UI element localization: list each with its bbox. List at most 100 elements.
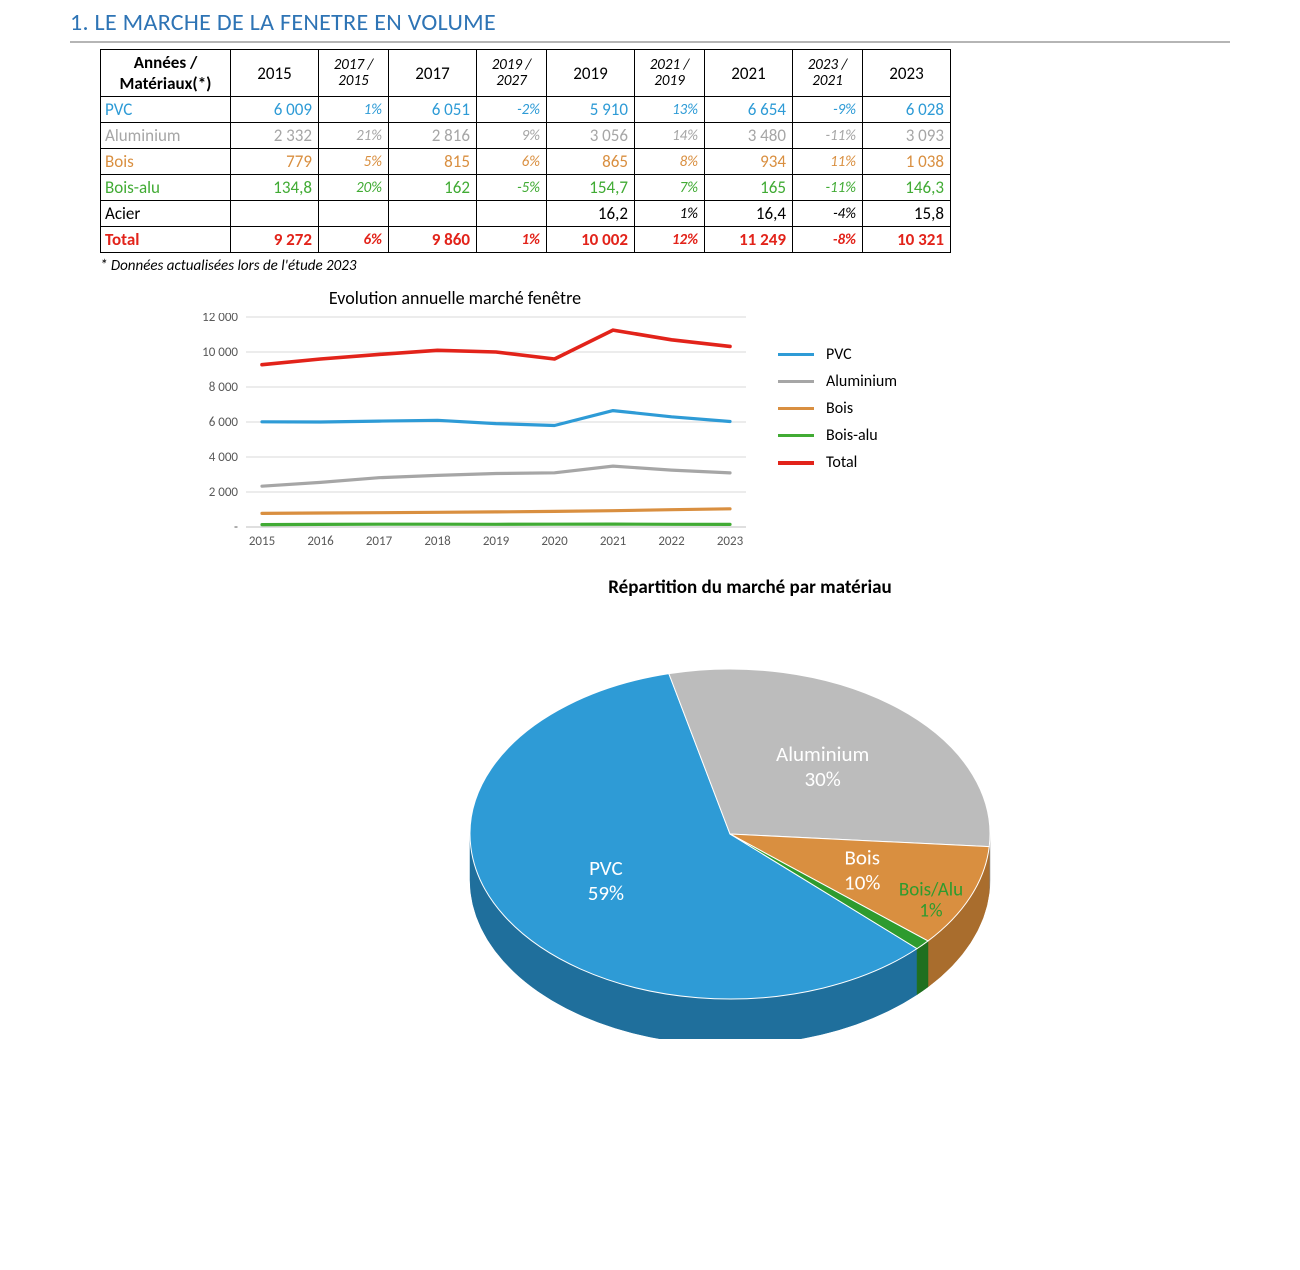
table-header-year: 2019 [547, 50, 635, 97]
table-row-label: PVC [101, 97, 231, 123]
pie-slice-label: Bois [844, 845, 880, 871]
svg-text:2019: 2019 [483, 534, 510, 549]
svg-text:10 000: 10 000 [202, 345, 238, 360]
table-header-pct: 2017 /2015 [319, 50, 389, 97]
table-cell: 2 816 [389, 123, 477, 149]
table-cell [231, 201, 319, 227]
legend-label: PVC [826, 345, 852, 364]
pie-slice-pct: 30% [805, 766, 841, 792]
svg-text:2022: 2022 [658, 534, 685, 549]
table-header-year: 2023 [863, 50, 951, 97]
table-cell: 10 321 [863, 227, 951, 253]
table-cell: 865 [547, 149, 635, 175]
table-cell-pct: 11% [793, 149, 863, 175]
pie-chart-block: Répartition du marché par matériau PVC59… [430, 576, 1070, 1044]
line-chart: - 2 000 4 000 6 000 8 000 10 000 12 000 2015 201… [190, 313, 750, 551]
table-row-label: Acier [101, 201, 231, 227]
pie-chart: PVC59%Aluminium30%Bois10%Bois/Alu1% [430, 599, 1030, 1039]
table-cell: 3 093 [863, 123, 951, 149]
legend-item: PVC [778, 345, 897, 364]
svg-text:2018: 2018 [424, 534, 451, 549]
legend-swatch [778, 380, 814, 383]
table-cell: 2 332 [231, 123, 319, 149]
table-cell-pct: 5% [319, 149, 389, 175]
table-cell: 6 028 [863, 97, 951, 123]
legend-swatch [778, 353, 814, 356]
table-cell: 165 [705, 175, 793, 201]
section-heading-text: 1. LE MARCHE DE LA FENETRE EN VOLUME [70, 8, 496, 37]
table-cell: 779 [231, 149, 319, 175]
table-cell: 15,8 [863, 201, 951, 227]
svg-text:2 000: 2 000 [209, 485, 239, 500]
table-cell: 6 051 [389, 97, 477, 123]
svg-text:6 000: 6 000 [209, 415, 239, 430]
market-table: Années /Matériaux(*)20152017 /2015201720… [100, 49, 951, 253]
table-cell [389, 201, 477, 227]
svg-text:2017: 2017 [366, 534, 393, 549]
table-cell-pct: 7% [635, 175, 705, 201]
table-cell-pct: 1% [477, 227, 547, 253]
legend-swatch [778, 434, 814, 437]
table-cell-pct [319, 201, 389, 227]
section-heading: 1. LE MARCHE DE LA FENETRE EN VOLUME [70, 0, 1230, 43]
table-row-label: Aluminium [101, 123, 231, 149]
line-chart-block: Evolution annuelle marché fenêtre - 2 000… [190, 287, 950, 556]
table-row-label: Total [101, 227, 231, 253]
table-cell: 162 [389, 175, 477, 201]
market-table-wrap: Années /Matériaux(*)20152017 /2015201720… [70, 49, 1230, 253]
table-cell-pct: -9% [793, 97, 863, 123]
table-cell: 9 860 [389, 227, 477, 253]
pie-slice-label: Aluminium [776, 741, 869, 767]
svg-text:2015: 2015 [249, 534, 275, 549]
table-cell-pct: -5% [477, 175, 547, 201]
legend-item: Bois-alu [778, 426, 897, 445]
table-cell-pct: 6% [477, 149, 547, 175]
table-cell-pct: -8% [793, 227, 863, 253]
table-cell: 10 002 [547, 227, 635, 253]
table-cell: 6 654 [705, 97, 793, 123]
table-cell: 815 [389, 149, 477, 175]
line-chart-title: Evolution annuelle marché fenêtre [190, 287, 720, 309]
table-header-year: 2021 [705, 50, 793, 97]
table-cell-pct: 21% [319, 123, 389, 149]
table-cell-pct: 1% [635, 201, 705, 227]
table-cell-pct: -11% [793, 175, 863, 201]
table-cell-pct: 9% [477, 123, 547, 149]
pie-slice-label: Bois/Alu [899, 878, 963, 901]
table-cell: 16,2 [547, 201, 635, 227]
table-cell: 154,7 [547, 175, 635, 201]
pie-slice-pct: 59% [588, 880, 624, 906]
table-header-pct: 2019 /2027 [477, 50, 547, 97]
table-cell-pct: -11% [793, 123, 863, 149]
table-cell: 934 [705, 149, 793, 175]
table-cell-pct: -4% [793, 201, 863, 227]
pie-slice-label: PVC [589, 855, 623, 881]
table-cell-pct: 12% [635, 227, 705, 253]
svg-text:-: - [234, 520, 238, 535]
table-header-year: 2017 [389, 50, 477, 97]
table-cell: 5 910 [547, 97, 635, 123]
svg-text:2016: 2016 [307, 534, 334, 549]
table-header-label: Années /Matériaux(*) [101, 50, 231, 97]
table-cell: 9 272 [231, 227, 319, 253]
table-header-pct: 2023 /2021 [793, 50, 863, 97]
table-header-year: 2015 [231, 50, 319, 97]
svg-text:2020: 2020 [541, 534, 568, 549]
table-cell-pct: 6% [319, 227, 389, 253]
legend-item: Total [778, 453, 897, 472]
svg-text:2021: 2021 [600, 534, 626, 549]
table-cell-pct [477, 201, 547, 227]
legend-label: Bois-alu [826, 426, 878, 445]
svg-text:8 000: 8 000 [209, 380, 239, 395]
table-cell: 11 249 [705, 227, 793, 253]
table-cell: 146,3 [863, 175, 951, 201]
table-row-label: Bois-alu [101, 175, 231, 201]
table-cell: 3 056 [547, 123, 635, 149]
table-cell: 134,8 [231, 175, 319, 201]
svg-text:4 000: 4 000 [209, 450, 239, 465]
table-row-label: Bois [101, 149, 231, 175]
pie-chart-title: Répartition du marché par matériau [430, 576, 1070, 599]
svg-text:12 000: 12 000 [202, 313, 238, 325]
table-cell-pct: 13% [635, 97, 705, 123]
legend-item: Bois [778, 399, 897, 418]
